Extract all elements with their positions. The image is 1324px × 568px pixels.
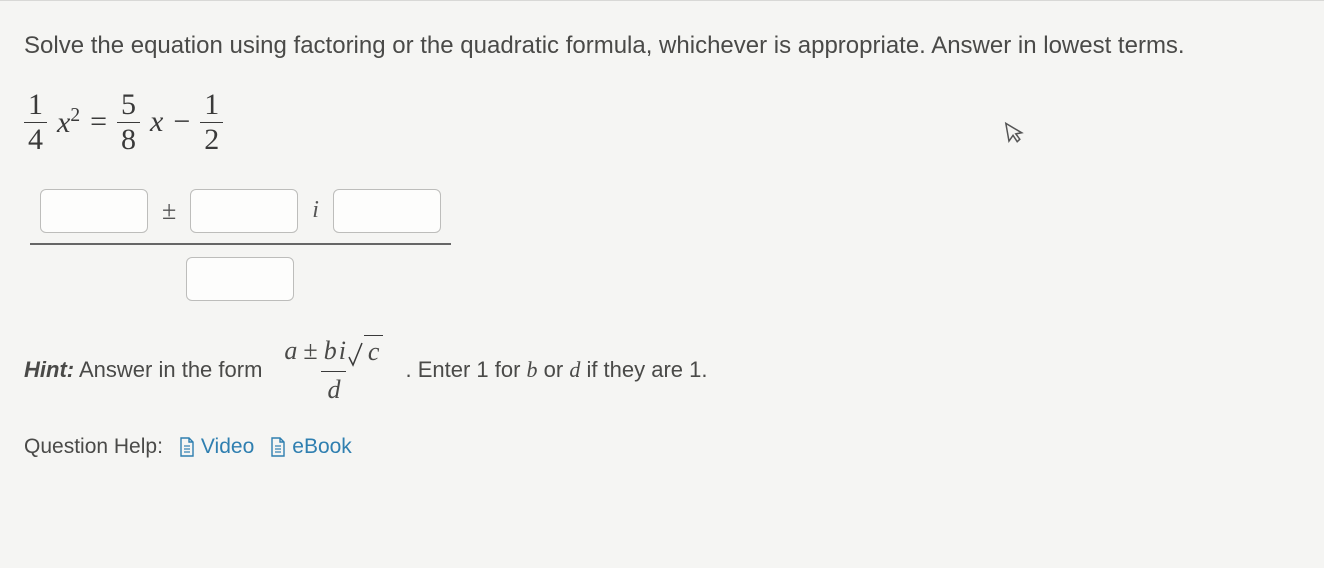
- hint-label: Hint:: [24, 357, 74, 382]
- ebook-link[interactable]: eBook: [270, 435, 352, 459]
- document-icon: [179, 437, 195, 457]
- answer-fraction: ± i: [30, 185, 451, 301]
- document-icon: [270, 437, 286, 457]
- video-link-label: Video: [201, 435, 254, 459]
- question-help-row: Question Help: Video eBook: [24, 435, 1300, 459]
- equation-display: 1 4 x2 = 5 8 x − 1 2: [24, 90, 1300, 155]
- imaginary-i: i: [308, 197, 323, 224]
- hint-formula: a ± b i c d: [278, 335, 389, 405]
- fraction-1-2: 1 2: [200, 90, 223, 155]
- fraction-1-4: 1 4: [24, 90, 47, 155]
- video-link[interactable]: Video: [179, 435, 254, 459]
- term-x-squared: x2: [57, 105, 80, 140]
- answer-input-c[interactable]: [333, 189, 441, 233]
- plus-minus-sign: ±: [158, 196, 180, 226]
- answer-input-d[interactable]: [186, 257, 294, 301]
- minus-sign: −: [173, 105, 190, 139]
- hint-lead-text: Answer in the form: [79, 357, 262, 382]
- answer-input-b[interactable]: [190, 189, 298, 233]
- question-prompt: Solve the equation using factoring or th…: [24, 29, 1284, 64]
- answer-input-a[interactable]: [40, 189, 148, 233]
- term-x: x: [150, 105, 163, 139]
- equals-sign: =: [90, 105, 107, 139]
- hint-row: Hint: Answer in the form a ± b i c d . E…: [24, 335, 1300, 405]
- fraction-5-8: 5 8: [117, 90, 140, 155]
- sqrt-icon: c: [348, 335, 384, 367]
- question-help-label: Question Help:: [24, 435, 163, 459]
- ebook-link-label: eBook: [292, 435, 352, 459]
- hint-trail-text: . Enter 1 for b or d if they are 1.: [405, 357, 707, 383]
